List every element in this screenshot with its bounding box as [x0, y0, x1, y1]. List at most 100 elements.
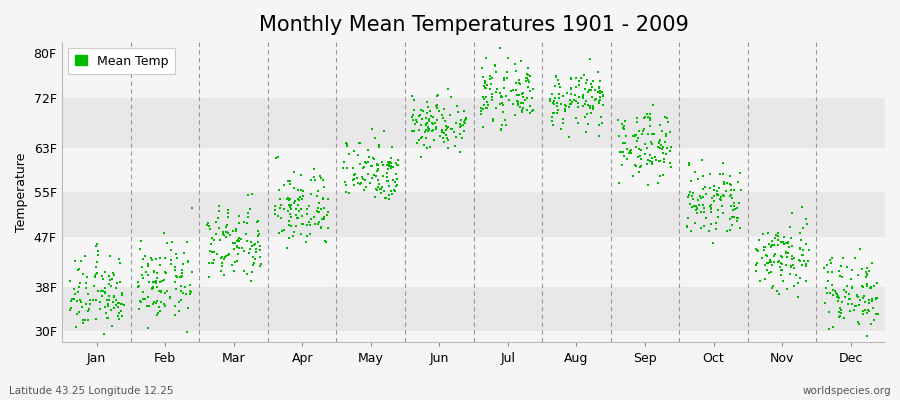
Point	[504, 88, 518, 94]
Point	[183, 291, 197, 298]
Point	[869, 280, 884, 286]
Point	[786, 262, 800, 269]
Point	[448, 143, 463, 149]
Point	[277, 206, 292, 212]
Point	[89, 243, 104, 249]
Point	[287, 229, 302, 235]
Point	[301, 233, 315, 239]
Point	[830, 294, 844, 300]
Point	[212, 225, 226, 231]
Point	[178, 283, 193, 290]
Point	[477, 80, 491, 86]
Point	[251, 233, 266, 239]
Point	[226, 228, 240, 234]
Point	[97, 350, 112, 356]
Point	[558, 102, 572, 108]
Point	[789, 272, 804, 278]
Point	[248, 245, 263, 252]
Point	[710, 192, 724, 198]
Point	[497, 74, 511, 81]
Point	[441, 85, 455, 92]
Point	[219, 224, 233, 230]
Point	[410, 119, 424, 125]
Point	[104, 276, 119, 282]
Point	[139, 268, 153, 275]
Point	[768, 251, 782, 258]
Point	[294, 213, 309, 219]
Point	[512, 77, 526, 83]
Point	[414, 153, 428, 160]
Point	[245, 268, 259, 275]
Point	[280, 245, 294, 251]
Point	[707, 183, 722, 189]
Point	[660, 115, 674, 121]
Point	[240, 220, 255, 226]
Point	[179, 239, 194, 246]
Point	[764, 262, 778, 268]
Point	[588, 87, 602, 93]
Point	[586, 78, 600, 84]
Point	[617, 126, 632, 132]
Point	[485, 75, 500, 82]
Point	[552, 91, 566, 97]
Point	[770, 258, 785, 265]
Point	[778, 250, 793, 256]
Point	[284, 223, 298, 229]
Point	[582, 103, 597, 109]
Point	[482, 86, 497, 92]
Point	[546, 98, 561, 104]
Point	[371, 166, 385, 172]
Point	[693, 195, 707, 201]
Point	[551, 106, 565, 113]
Point	[796, 247, 811, 253]
Point	[243, 206, 257, 212]
Point	[569, 84, 583, 91]
Point	[655, 144, 670, 150]
Point	[436, 139, 451, 145]
Point	[520, 107, 535, 113]
Point	[763, 244, 778, 250]
Point	[704, 220, 718, 227]
Point	[563, 86, 578, 92]
Point	[342, 151, 356, 157]
Point	[855, 266, 869, 272]
Point	[596, 93, 610, 100]
Point	[436, 115, 450, 122]
Point	[250, 219, 265, 225]
Point	[223, 231, 238, 238]
Point	[475, 64, 490, 71]
Point	[762, 241, 777, 248]
Point	[628, 132, 643, 138]
Point	[199, 222, 213, 228]
Point	[799, 241, 814, 247]
Point	[338, 179, 352, 185]
Point	[202, 222, 216, 229]
Point	[711, 214, 725, 220]
Point	[547, 109, 562, 116]
Point	[544, 90, 559, 97]
Point	[550, 103, 564, 110]
Point	[593, 94, 608, 100]
Point	[282, 196, 296, 203]
Point	[759, 252, 773, 258]
Point	[320, 209, 335, 216]
Point	[63, 278, 77, 284]
Point	[408, 120, 422, 127]
Point	[826, 287, 841, 293]
Point	[842, 301, 856, 308]
Point	[141, 272, 156, 278]
Point	[302, 218, 316, 225]
Point	[75, 299, 89, 306]
Point	[145, 286, 159, 292]
Point	[658, 114, 672, 120]
Point	[425, 120, 439, 126]
Point	[429, 93, 444, 100]
Point	[495, 93, 509, 100]
Point	[296, 220, 310, 227]
Point	[799, 278, 814, 284]
Point	[101, 301, 115, 308]
Point	[775, 260, 789, 267]
Point	[410, 140, 424, 147]
Point	[457, 117, 472, 124]
Point	[230, 238, 245, 244]
